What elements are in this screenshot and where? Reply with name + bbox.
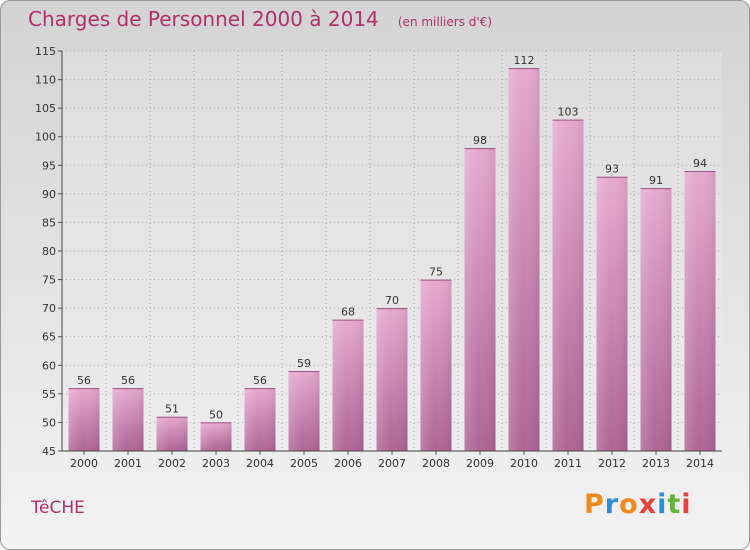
y-tick-label: 60 — [42, 359, 56, 372]
y-tick-label: 75 — [42, 274, 56, 287]
bar-value-label: 91 — [649, 174, 663, 187]
x-tick-label: 2001 — [114, 457, 142, 470]
bar-value-label: 94 — [693, 157, 707, 170]
bar-shading — [244, 388, 276, 451]
bar-value-label: 56 — [121, 374, 135, 387]
y-tick-label: 80 — [42, 245, 56, 258]
x-tick-label: 2011 — [554, 457, 582, 470]
bar-shading — [156, 416, 188, 451]
chart-title: Charges de Personnel 2000 à 2014 — [28, 7, 379, 31]
y-tick-label: 45 — [42, 445, 56, 458]
x-tick-label: 2010 — [510, 457, 538, 470]
y-tick-label: 95 — [42, 159, 56, 172]
x-tick-label: 2014 — [686, 457, 714, 470]
bar-shading — [68, 388, 100, 451]
x-tick-label: 2013 — [642, 457, 670, 470]
bar-shading — [376, 308, 408, 451]
bar-value-label: 68 — [341, 306, 355, 319]
y-tick-label: 100 — [35, 131, 56, 144]
bar-shading — [596, 176, 628, 451]
y-tick-label: 50 — [42, 416, 56, 429]
town-name: TêCHE — [31, 498, 85, 518]
x-tick-label: 2007 — [378, 457, 406, 470]
bar-shading — [288, 371, 320, 451]
logo-letter: o — [619, 489, 639, 520]
x-tick-label: 2003 — [202, 457, 230, 470]
bar-shading — [684, 171, 716, 451]
title-row: Charges de Personnel 2000 à 2014 (en mil… — [28, 7, 492, 31]
y-tick-label: 110 — [35, 74, 56, 87]
y-tick-label: 70 — [42, 302, 56, 315]
logo-letter: P — [584, 489, 605, 520]
bar-shading — [508, 68, 540, 452]
x-tick-label: 2004 — [246, 457, 274, 470]
bar-value-label: 50 — [209, 408, 223, 421]
bar-value-label: 70 — [385, 294, 399, 307]
logo-letter: i — [681, 489, 692, 520]
x-tick-label: 2000 — [70, 457, 98, 470]
logo-letter: x — [638, 489, 658, 520]
bar-shading — [332, 319, 364, 451]
x-tick-label: 2002 — [158, 457, 186, 470]
bar-value-label: 93 — [605, 163, 619, 176]
y-tick-label: 55 — [42, 388, 56, 401]
x-tick-label: 2006 — [334, 457, 362, 470]
axis-layer: 45 50 55 60 65 70 75 80 85 90 95 100 105 110 115 2000 20… — [35, 45, 722, 470]
x-tick-label: 2008 — [422, 457, 450, 470]
chart-subtitle: (en milliers d'€) — [397, 15, 492, 29]
bar-shading — [552, 119, 584, 452]
bar-value-label: 56 — [77, 374, 91, 387]
bar-shading — [640, 188, 672, 451]
bar-shading — [420, 279, 452, 451]
x-tick-label: 2012 — [598, 457, 626, 470]
bar-shading — [464, 148, 496, 451]
y-tick-label: 85 — [42, 216, 56, 229]
logo-letter: i — [657, 489, 668, 520]
x-tick-label: 2005 — [290, 457, 318, 470]
y-tick-label: 90 — [42, 188, 56, 201]
y-tick-label: 115 — [35, 45, 56, 58]
bar-value-label: 56 — [253, 374, 267, 387]
y-tick-label: 105 — [35, 102, 56, 115]
proxiti-logo[interactable]: Proxiti — [584, 489, 692, 520]
x-tick-label: 2009 — [466, 457, 494, 470]
bar-value-label: 112 — [514, 54, 535, 67]
logo-letter: t — [667, 489, 682, 520]
bar-layer: 56 56 51 50 56 59 68 70 75 98 112 103 93 91 94 — [68, 54, 716, 452]
bar-value-label: 75 — [429, 266, 443, 279]
bar-shading — [112, 388, 144, 451]
bar-value-label: 98 — [473, 134, 487, 147]
bar-value-label: 51 — [165, 403, 179, 416]
bar-value-label: 103 — [558, 106, 579, 119]
bar-shading — [200, 422, 232, 451]
bar-value-label: 59 — [297, 357, 311, 370]
logo-letter: r — [604, 489, 620, 520]
y-tick-label: 65 — [42, 331, 56, 344]
